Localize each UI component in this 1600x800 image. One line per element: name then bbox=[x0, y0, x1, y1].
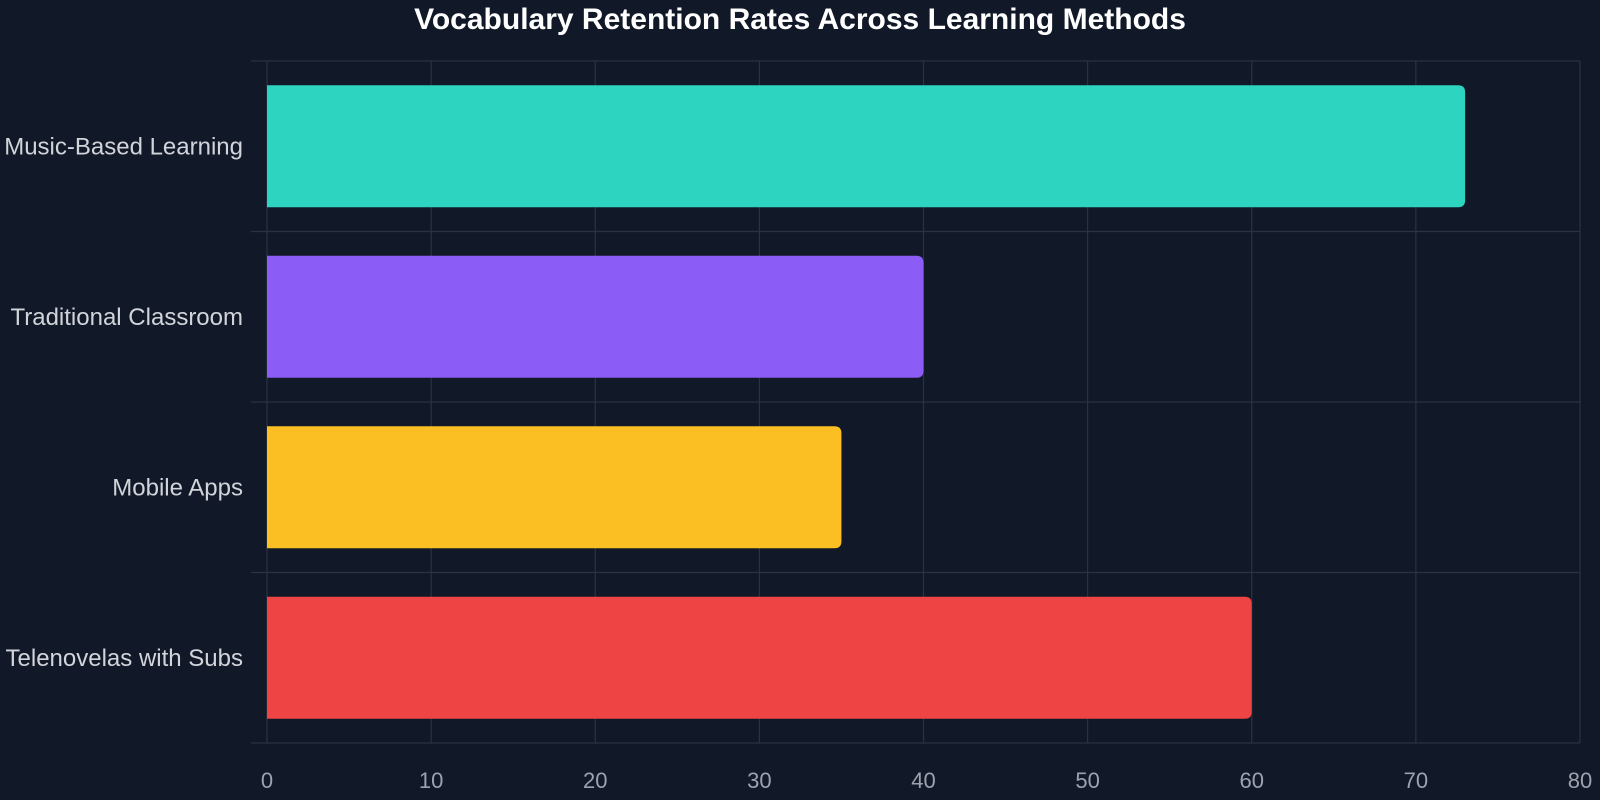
category-label: Mobile Apps bbox=[112, 474, 243, 501]
x-tick-label: 50 bbox=[1075, 768, 1099, 793]
x-tick-label: 60 bbox=[1240, 768, 1264, 793]
x-tick-label: 70 bbox=[1404, 768, 1428, 793]
x-tick-label: 10 bbox=[419, 768, 443, 793]
x-tick-label: 20 bbox=[583, 768, 607, 793]
x-tick-label: 80 bbox=[1568, 768, 1592, 793]
category-label: Music-Based Learning bbox=[4, 133, 243, 160]
category-label: Traditional Classroom bbox=[10, 304, 243, 331]
bars bbox=[267, 85, 1466, 719]
bar-music-based-learning bbox=[267, 85, 1466, 208]
x-tick-labels: 0 10 20 30 40 50 60 70 80 bbox=[261, 768, 1592, 793]
category-labels: Music-Based Learning Traditional Classroo… bbox=[4, 133, 243, 672]
bar-traditional-classroom bbox=[267, 255, 924, 378]
x-tick-label: 30 bbox=[747, 768, 771, 793]
x-tick-label: 0 bbox=[261, 768, 273, 793]
x-tick-label: 40 bbox=[911, 768, 935, 793]
bar-telenovelas-with-subs bbox=[267, 596, 1252, 719]
bar-mobile-apps bbox=[267, 426, 842, 549]
chart-title: Vocabulary Retention Rates Across Learni… bbox=[414, 3, 1186, 36]
category-label: Telenovelas with Subs bbox=[6, 645, 243, 672]
